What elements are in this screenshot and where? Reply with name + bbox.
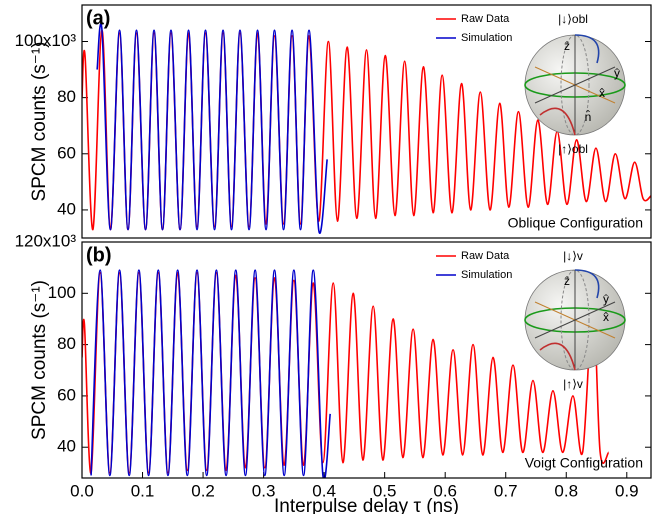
trajectory xyxy=(539,342,576,371)
y-tick-label: 100x10³ xyxy=(15,31,77,50)
sphere-label: |↓⟩v xyxy=(563,249,583,263)
sphere-label: n̂ xyxy=(585,109,592,124)
panel-label: (a) xyxy=(86,7,110,29)
x-tick-label: 0.3 xyxy=(252,481,276,500)
sphere-label: |↑⟩v xyxy=(563,377,583,391)
sphere-label: ŷ xyxy=(614,66,620,80)
axis-line xyxy=(534,66,616,104)
y-axis-title: SPCM counts (s⁻¹) xyxy=(29,42,50,202)
trajectory xyxy=(539,107,576,136)
y-tick-label: 120x10³ xyxy=(15,231,77,250)
panel-label: (b) xyxy=(86,244,112,266)
x-tick-label: 0.1 xyxy=(131,481,155,500)
trajectory xyxy=(574,269,600,299)
y-tick-label: 60 xyxy=(57,385,76,404)
legend-label: Simulation xyxy=(461,269,512,281)
y-tick-label: 60 xyxy=(57,143,76,162)
y-tick-label: 100 xyxy=(48,283,76,302)
x-tick-label: 0.4 xyxy=(312,481,336,500)
x-tick-label: 0.8 xyxy=(554,481,578,500)
sphere-label: ŷ xyxy=(603,292,609,306)
sphere-label: ẑ xyxy=(564,39,570,53)
data-line xyxy=(96,22,328,234)
sphere-label: x̂ xyxy=(599,86,605,100)
plot-frame xyxy=(81,241,652,479)
annotation: Oblique Configuration xyxy=(508,215,643,231)
x-tick-label: 0.2 xyxy=(191,481,215,500)
plot-frame xyxy=(81,4,652,239)
legend-label: Raw Data xyxy=(461,250,510,262)
sphere-label: |↑⟩obl xyxy=(558,142,588,156)
y-axis-title: SPCM counts (s⁻¹) xyxy=(29,280,50,440)
y-tick-label: 80 xyxy=(57,87,76,106)
axis-line xyxy=(534,301,616,339)
sphere-label: x̂ xyxy=(603,310,609,324)
sphere-label: ẑ xyxy=(564,274,570,288)
plot-data xyxy=(82,22,651,234)
annotation: Voigt Configuration xyxy=(525,455,643,471)
sphere-label: |↓⟩obl xyxy=(558,12,588,26)
x-tick-label: 0.6 xyxy=(433,481,457,500)
x-tick-label: 0.9 xyxy=(615,481,639,500)
panel: 40 60 80 100x10³ (a) SPCM counts (s⁻¹) Oblique… xyxy=(15,4,652,239)
y-tick-label: 80 xyxy=(57,334,76,353)
x-tick-label: 0.0 xyxy=(70,481,94,500)
plot-data xyxy=(82,269,610,478)
data-line xyxy=(90,269,331,478)
x-tick-label: 0.7 xyxy=(494,481,518,500)
legend-label: Simulation xyxy=(461,32,512,44)
panel: 40 60 80 100 120x10³ 0.0 0.1 0.2 0.3 0.4 0.5 0.6 0.7… xyxy=(15,231,652,514)
trajectory xyxy=(574,34,600,64)
legend-label: Raw Data xyxy=(461,13,510,25)
x-axis-title: Interpulse delay τ (ns) xyxy=(274,496,459,514)
x-tick-label: 0.5 xyxy=(373,481,397,500)
y-tick-label: 40 xyxy=(57,199,76,218)
y-tick-label: 40 xyxy=(57,437,76,456)
